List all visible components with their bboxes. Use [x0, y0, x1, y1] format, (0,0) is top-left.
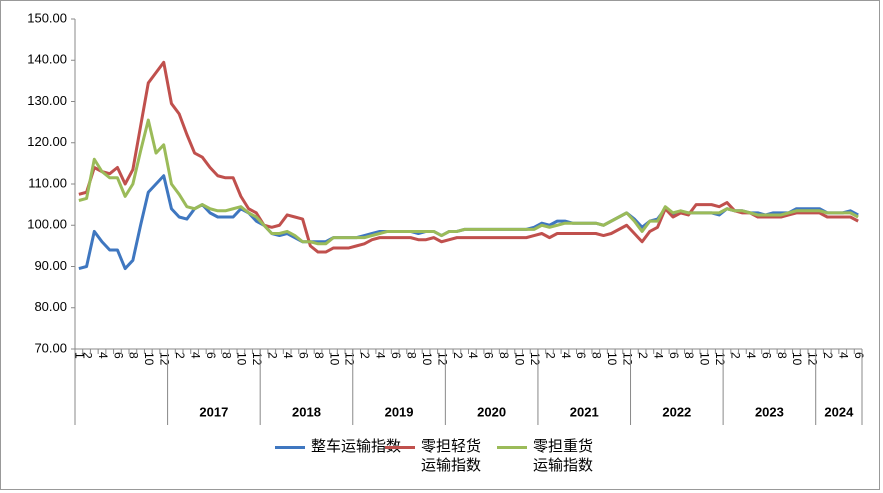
x-tick-label: 6	[389, 352, 403, 359]
x-tick-label: 4	[96, 352, 110, 359]
x-tick-label: 8	[219, 352, 233, 359]
x-tick-label: 6	[574, 352, 588, 359]
x-tick-label: 8	[682, 352, 696, 359]
x-tick-label: 6	[204, 352, 218, 359]
y-tick-label: 80.00	[34, 299, 67, 314]
series-line	[78, 118, 859, 246]
legend-item: 整车运输指数	[275, 437, 421, 456]
x-tick-label: 6	[111, 352, 125, 359]
group-label: 2020	[477, 404, 506, 419]
legend-label: 零担重货运输指数	[533, 438, 594, 474]
x-tick-label: 12	[713, 352, 727, 366]
x-tick-label: 4	[374, 352, 388, 359]
x-tick-label: 10	[512, 352, 526, 366]
y-tick-label: 100.00	[27, 217, 67, 232]
legend-label: 零担轻货运输指数	[421, 438, 482, 474]
x-tick-label: 2	[729, 352, 743, 359]
x-tick-label: 10	[698, 352, 712, 366]
x-tick-label: 12	[435, 352, 449, 366]
x-tick-label: 4	[281, 352, 295, 359]
legend-label: 整车运输指数	[311, 438, 402, 455]
x-tick-label: 6	[852, 352, 866, 359]
x-tick-label: 4	[744, 352, 758, 359]
x-tick-label: 8	[775, 352, 789, 359]
x-tick-label: 12	[806, 352, 820, 366]
legend-item: 零担轻货运输指数	[385, 437, 487, 475]
x-tick-label: 6	[482, 352, 496, 359]
group-label: 2017	[199, 404, 228, 419]
x-tick-label: 4	[651, 352, 665, 359]
x-tick-label: 8	[312, 352, 326, 359]
y-tick-label: 70.00	[34, 340, 67, 355]
x-tick-label: 4	[559, 352, 573, 359]
y-tick-label: 110.00	[28, 175, 67, 190]
x-tick-label: 10	[235, 352, 249, 366]
x-tick-label: 1	[73, 352, 87, 359]
group-label: 2019	[385, 404, 414, 419]
y-tick-label: 130.00	[27, 93, 67, 108]
legend-item: 零担重货运输指数	[497, 437, 599, 475]
x-tick-label: 2	[173, 352, 187, 359]
x-tick-label: 4	[466, 352, 480, 359]
group-label: 2021	[570, 404, 599, 419]
x-tick-label: 12	[158, 352, 172, 366]
group-label: 2023	[755, 404, 784, 419]
x-tick-label: 2	[80, 352, 94, 359]
x-tick-label: 2	[636, 352, 650, 359]
x-tick-label: 2	[821, 352, 835, 359]
x-tick-label: 10	[605, 352, 619, 366]
x-tick-label: 8	[404, 352, 418, 359]
x-tick-label: 8	[497, 352, 511, 359]
x-tick-label: 12	[250, 352, 264, 366]
group-label: 2018	[292, 404, 321, 419]
legend-swatch	[385, 446, 415, 449]
x-tick-label: 10	[327, 352, 341, 366]
x-tick-label: 4	[188, 352, 202, 359]
group-label: 2024	[824, 404, 854, 419]
y-tick-label: 120.00	[27, 134, 67, 149]
x-tick-label: 10	[142, 352, 156, 366]
x-tick-label: 6	[296, 352, 310, 359]
series-line	[78, 60, 859, 254]
legend-swatch	[275, 446, 305, 449]
x-tick-label: 2	[358, 352, 372, 359]
x-tick-label: 8	[590, 352, 604, 359]
x-tick-label: 12	[528, 352, 542, 366]
x-tick-label: 6	[759, 352, 773, 359]
legend-swatch	[497, 446, 527, 449]
x-tick-label: 2	[543, 352, 557, 359]
x-tick-label: 2	[451, 352, 465, 359]
y-tick-label: 150.00	[27, 10, 67, 25]
x-tick-label: 2	[266, 352, 280, 359]
x-tick-label: 10	[790, 352, 804, 366]
y-tick-label: 140.00	[27, 52, 67, 67]
x-tick-label: 12	[620, 352, 634, 366]
x-tick-label: 6	[667, 352, 681, 359]
y-tick-label: 90.00	[34, 258, 67, 273]
x-tick-label: 10	[420, 352, 434, 366]
x-tick-label: 12	[343, 352, 357, 366]
group-label: 2022	[662, 404, 691, 419]
x-tick-label: 4	[837, 352, 851, 359]
x-tick-label: 8	[127, 352, 141, 359]
